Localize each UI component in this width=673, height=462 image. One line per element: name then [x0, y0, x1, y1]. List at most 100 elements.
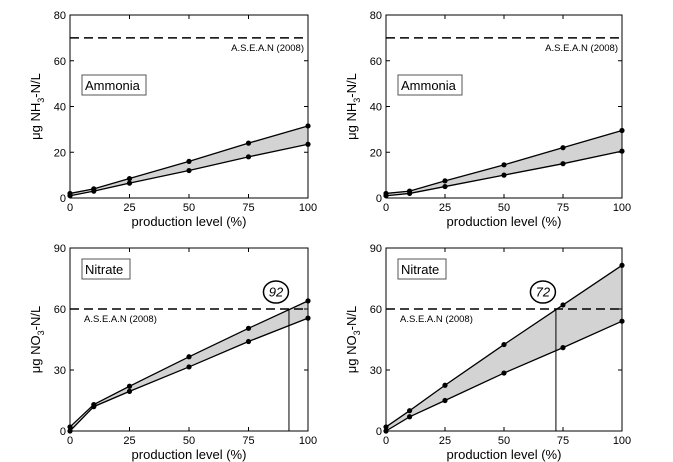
x-tick-label: 100	[613, 202, 631, 214]
panel-label-box	[397, 74, 463, 96]
series-line-2	[385, 320, 623, 432]
y-tick-label: 80	[370, 10, 382, 22]
data-point	[186, 158, 192, 164]
crossing-marker	[262, 280, 290, 304]
data-point	[91, 404, 97, 410]
y-axis-label-part: μg NO	[344, 335, 359, 373]
x-tick-label: 25	[439, 202, 451, 214]
x-axis-label: production level (%)	[447, 214, 562, 229]
y-tick-label: 0	[60, 426, 66, 438]
data-point	[560, 302, 566, 308]
panel-label: Ammonia	[85, 78, 141, 93]
data-point	[407, 414, 413, 420]
data-point	[560, 161, 566, 167]
y-tick-label: 0	[376, 426, 382, 438]
data-point	[126, 180, 133, 186]
y-tick-label: 20	[370, 147, 382, 159]
data-point	[501, 172, 507, 178]
data-point	[442, 183, 448, 190]
data-point	[501, 341, 507, 348]
x-tick-label: 25	[123, 435, 135, 447]
y-axis-label-part: -N/L	[344, 306, 359, 331]
y-tick-label: 60	[370, 304, 382, 316]
data-point	[245, 140, 252, 146]
x-axis-label: production level (%)	[132, 214, 247, 229]
data-point	[245, 338, 252, 345]
x-tick-label: 50	[498, 435, 510, 447]
data-point	[501, 162, 507, 168]
data-point	[245, 325, 252, 331]
y-axis-label-subscript: 3	[352, 98, 362, 103]
y-tick-label: 0	[60, 193, 66, 205]
data-point	[560, 345, 566, 351]
y-axis-label-part: -N/L	[28, 73, 43, 98]
x-tick-label: 100	[299, 435, 317, 447]
panel-label-box	[397, 258, 447, 280]
y-axis-label: μg NH3-N/L	[344, 73, 362, 140]
x-tick-label: 75	[242, 202, 254, 214]
y-tick-label: 60	[370, 56, 382, 68]
y-axis-label-part: μg NH	[28, 103, 43, 140]
series-line-1	[69, 300, 309, 428]
reference-label: A.S.E.A.N (2008)	[400, 314, 473, 325]
x-axis-label: production level (%)	[132, 447, 247, 462]
data-point	[442, 382, 448, 388]
envelope-band	[386, 265, 622, 431]
y-tick-label: 80	[54, 10, 66, 22]
x-axis-label: production level (%)	[447, 447, 562, 462]
x-tick-label: 25	[123, 202, 135, 214]
data-point	[442, 178, 448, 184]
chart-panel-1: 0 25 50 75 100 0 20 40 60 80 production level (%) μ…	[28, 10, 317, 229]
crossing-label: 92	[269, 285, 284, 300]
x-tick-label: 0	[67, 202, 73, 214]
series-line-1	[385, 264, 623, 428]
y-axis-label: μg NH3-N/L	[28, 73, 46, 140]
y-tick-label: 60	[54, 304, 66, 316]
chart-panel-2: 0 25 50 75 100 0 20 40 60 80 production level (%) μ…	[344, 10, 631, 229]
data-point	[126, 175, 133, 182]
x-tick-label: 50	[498, 202, 510, 214]
data-point	[186, 354, 192, 360]
y-tick-label: 40	[370, 102, 382, 114]
series-line-1	[69, 125, 309, 195]
y-axis-label-subscript: 3	[36, 98, 46, 103]
y-axis-label-part: -N/L	[28, 306, 43, 331]
data-point	[501, 370, 507, 376]
x-tick-label: 100	[299, 202, 317, 214]
panel-label: Nitrate	[85, 262, 123, 277]
x-tick-label: 50	[183, 202, 195, 214]
panel-label: Nitrate	[401, 262, 439, 277]
data-point	[560, 145, 566, 151]
y-axis-label-subscript: 3	[352, 330, 362, 335]
y-tick-label: 20	[54, 147, 66, 159]
data-point	[186, 167, 192, 174]
y-tick-label: 30	[54, 365, 66, 377]
x-tick-label: 50	[183, 435, 195, 447]
data-point	[407, 190, 413, 197]
data-point	[126, 388, 133, 394]
data-point	[91, 188, 97, 194]
crossing-marker	[529, 280, 557, 304]
series-line-2	[69, 317, 309, 432]
data-point	[442, 397, 448, 404]
y-axis-label-subscript: 3	[36, 330, 46, 335]
chart-panel-3: 92 0 25 50 75 100 0 30 60 90 production level (%) μ…	[28, 243, 317, 462]
x-tick-label: 0	[383, 202, 389, 214]
series-line-2	[385, 150, 623, 197]
y-axis-label: μg NO3-N/L	[344, 306, 362, 373]
panel-label-box	[81, 74, 147, 96]
reference-label: A.S.E.A.N (2008)	[231, 43, 304, 54]
x-tick-label: 75	[557, 435, 569, 447]
y-tick-label: 90	[54, 243, 66, 255]
series-line-1	[385, 129, 623, 195]
y-tick-label: 60	[54, 56, 66, 68]
x-tick-label: 100	[613, 435, 631, 447]
x-tick-label: 75	[557, 202, 569, 214]
y-tick-label: 90	[370, 243, 382, 255]
data-point	[126, 383, 133, 389]
reference-label: A.S.E.A.N (2008)	[84, 314, 157, 325]
data-point	[245, 154, 252, 160]
y-axis-label-part: μg NO	[28, 335, 43, 373]
y-tick-label: 30	[370, 365, 382, 377]
x-tick-label: 75	[242, 435, 254, 447]
